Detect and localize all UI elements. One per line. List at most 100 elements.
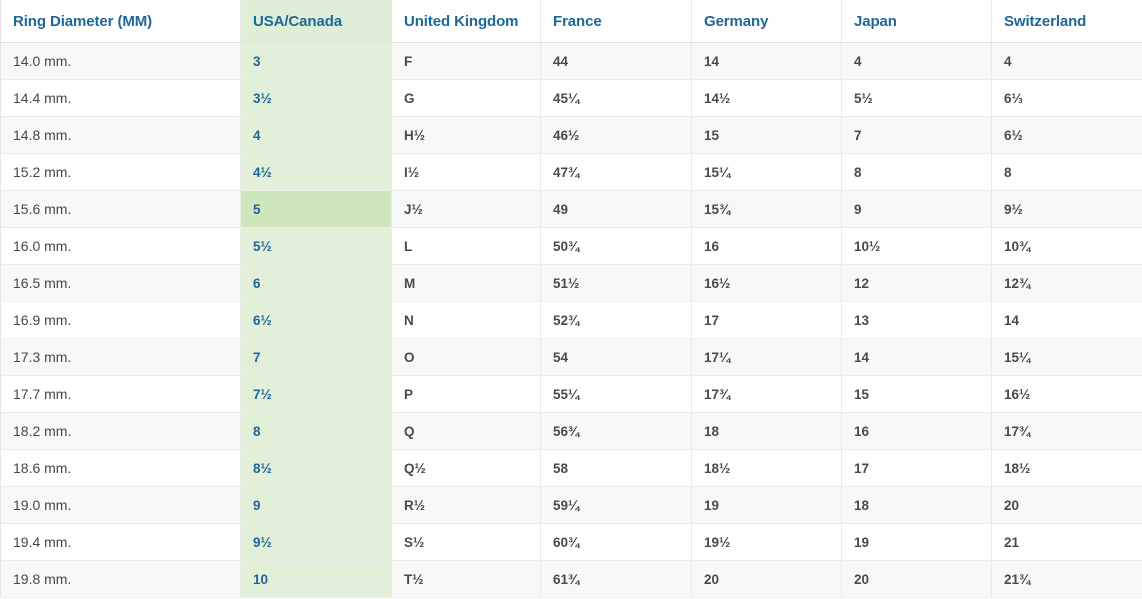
cell-switzerland: 9½ (991, 190, 1142, 228)
cell-france: 59¼ (540, 486, 692, 524)
cell-switzerland: 17¾ (991, 412, 1142, 450)
cell-japan: 7 (841, 116, 992, 154)
cell-japan: 14 (841, 338, 992, 376)
cell-ring-diameter: 16.5 mm. (0, 264, 241, 302)
cell-united-kingdom: F (391, 42, 541, 80)
table-row[interactable]: 17.7 mm. 7½ P 55¼ 17¾ 15 16½ (0, 375, 1142, 413)
table-row[interactable]: 18.6 mm. 8½ Q½ 58 18½ 17 18½ (0, 449, 1142, 487)
cell-ring-diameter: 18.6 mm. (0, 449, 241, 487)
cell-ring-diameter: 19.0 mm. (0, 486, 241, 524)
cell-ring-diameter: 15.2 mm. (0, 153, 241, 191)
cell-united-kingdom: N (391, 301, 541, 339)
cell-france: 51½ (540, 264, 692, 302)
cell-switzerland: 15¼ (991, 338, 1142, 376)
cell-usa-canada: 5½ (240, 227, 392, 265)
cell-usa-canada: 5 (240, 190, 392, 228)
table-row[interactable]: 15.6 mm. 5 J½ 49 15¾ 9 9½ (0, 190, 1142, 228)
column-header-united-kingdom[interactable]: United Kingdom (391, 0, 541, 43)
cell-germany: 19½ (691, 523, 842, 561)
table-row[interactable]: 14.8 mm. 4 H½ 46½ 15 7 6½ (0, 116, 1142, 154)
cell-france: 58 (540, 449, 692, 487)
cell-ring-diameter: 19.4 mm. (0, 523, 241, 561)
table-body: 14.0 mm. 3 F 44 14 4 4 14.4 mm. 3½ G 45¼ 14½ 5½ 6⅓ 14.… (0, 42, 1142, 598)
column-header-germany[interactable]: Germany (691, 0, 842, 43)
cell-japan: 13 (841, 301, 992, 339)
table-row[interactable]: 14.4 mm. 3½ G 45¼ 14½ 5½ 6⅓ (0, 79, 1142, 117)
cell-ring-diameter: 18.2 mm. (0, 412, 241, 450)
cell-switzerland: 20 (991, 486, 1142, 524)
cell-united-kingdom: G (391, 79, 541, 117)
cell-germany: 18 (691, 412, 842, 450)
column-header-ring-diameter[interactable]: Ring Diameter (MM) (0, 0, 241, 43)
cell-usa-canada: 9½ (240, 523, 392, 561)
table-row[interactable]: 16.5 mm. 6 M 51½ 16½ 12 12¾ (0, 264, 1142, 302)
cell-france: 54 (540, 338, 692, 376)
cell-france: 60¾ (540, 523, 692, 561)
cell-ring-diameter: 16.9 mm. (0, 301, 241, 339)
cell-japan: 15 (841, 375, 992, 413)
table-row[interactable]: 19.4 mm. 9½ S½ 60¾ 19½ 19 21 (0, 523, 1142, 561)
cell-ring-diameter: 17.7 mm. (0, 375, 241, 413)
table-row[interactable]: 19.8 mm. 10 T½ 61¾ 20 20 21¾ (0, 560, 1142, 598)
cell-united-kingdom: T½ (391, 560, 541, 598)
cell-usa-canada: 9 (240, 486, 392, 524)
cell-japan: 16 (841, 412, 992, 450)
cell-ring-diameter: 16.0 mm. (0, 227, 241, 265)
cell-france: 45¼ (540, 79, 692, 117)
cell-france: 56¾ (540, 412, 692, 450)
cell-usa-canada: 3½ (240, 79, 392, 117)
cell-france: 52¾ (540, 301, 692, 339)
cell-ring-diameter: 17.3 mm. (0, 338, 241, 376)
cell-ring-diameter: 14.0 mm. (0, 42, 241, 80)
table-row[interactable]: 16.0 mm. 5½ L 50¾ 16 10½ 10¾ (0, 227, 1142, 265)
cell-united-kingdom: P (391, 375, 541, 413)
cell-usa-canada: 8½ (240, 449, 392, 487)
cell-france: 50¾ (540, 227, 692, 265)
cell-usa-canada: 6½ (240, 301, 392, 339)
cell-usa-canada: 8 (240, 412, 392, 450)
cell-united-kingdom: L (391, 227, 541, 265)
column-header-switzerland[interactable]: Switzerland (991, 0, 1142, 43)
cell-switzerland: 6⅓ (991, 79, 1142, 117)
table-row[interactable]: 18.2 mm. 8 Q 56¾ 18 16 17¾ (0, 412, 1142, 450)
table-row[interactable]: 14.0 mm. 3 F 44 14 4 4 (0, 42, 1142, 80)
cell-switzerland: 12¾ (991, 264, 1142, 302)
cell-germany: 16 (691, 227, 842, 265)
cell-usa-canada: 4 (240, 116, 392, 154)
cell-switzerland: 8 (991, 153, 1142, 191)
table-row[interactable]: 15.2 mm. 4½ I½ 47¾ 15¼ 8 8 (0, 153, 1142, 191)
cell-japan: 20 (841, 560, 992, 598)
cell-united-kingdom: Q½ (391, 449, 541, 487)
cell-ring-diameter: 19.8 mm. (0, 560, 241, 598)
table-row[interactable]: 16.9 mm. 6½ N 52¾ 17 13 14 (0, 301, 1142, 339)
cell-france: 49 (540, 190, 692, 228)
cell-usa-canada: 6 (240, 264, 392, 302)
cell-united-kingdom: H½ (391, 116, 541, 154)
table-row[interactable]: 19.0 mm. 9 R½ 59¼ 19 18 20 (0, 486, 1142, 524)
cell-france: 46½ (540, 116, 692, 154)
table-header: Ring Diameter (MM) USA/Canada United Kingd… (0, 0, 1142, 43)
table-row[interactable]: 17.3 mm. 7 O 54 17¼ 14 15¼ (0, 338, 1142, 376)
cell-japan: 5½ (841, 79, 992, 117)
cell-switzerland: 4 (991, 42, 1142, 80)
cell-ring-diameter: 15.6 mm. (0, 190, 241, 228)
cell-germany: 20 (691, 560, 842, 598)
cell-united-kingdom: O (391, 338, 541, 376)
column-header-france[interactable]: France (540, 0, 692, 43)
cell-usa-canada: 3 (240, 42, 392, 80)
cell-germany: 17¼ (691, 338, 842, 376)
column-header-japan[interactable]: Japan (841, 0, 992, 43)
cell-switzerland: 21 (991, 523, 1142, 561)
cell-united-kingdom: R½ (391, 486, 541, 524)
cell-japan: 4 (841, 42, 992, 80)
cell-france: 47¾ (540, 153, 692, 191)
cell-germany: 17 (691, 301, 842, 339)
cell-germany: 15¾ (691, 190, 842, 228)
cell-germany: 15 (691, 116, 842, 154)
cell-united-kingdom: S½ (391, 523, 541, 561)
cell-germany: 16½ (691, 264, 842, 302)
column-header-usa-canada[interactable]: USA/Canada (240, 0, 392, 43)
cell-france: 61¾ (540, 560, 692, 598)
